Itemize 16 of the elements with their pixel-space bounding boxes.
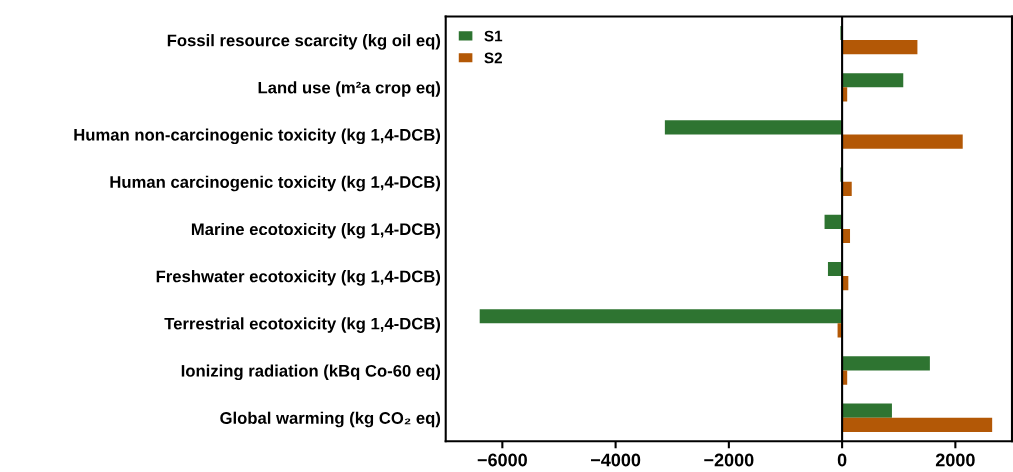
y-tick-label: Marine ecotoxicity (kg 1,4-DCB) [191,222,441,239]
y-tick-label: Freshwater ecotoxicity (kg 1,4-DCB) [156,270,441,286]
y-tick-label: Human carcinogenic toxicity (kg 1,4-DCB) [110,175,441,192]
legend-label: S1 [484,30,503,42]
y-tick-label: Human non-carcinogenic toxicity (kg 1,4-DCB) [74,128,441,145]
x-tick-label: −4000 [591,453,641,467]
y-tick-label: Land use (m²a crop eq) [258,81,441,97]
y-tick-label: Terrestrial ecotoxicity (kg 1,4-DCB) [164,317,441,333]
legend-label: S2 [484,52,502,64]
y-tick-label: Ionizing radiation (kBq Co-60 eq) [181,364,441,381]
x-tick-label: 2000 [935,453,975,467]
y-tick-label: Global warming (kg CO₂ eq) [220,411,441,428]
y-tick-label: Fossil resource scarcity (kg oil eq) [167,34,441,50]
x-tick-label: −6000 [477,453,527,467]
x-tick-label: −2000 [704,453,754,467]
x-tick-label: 0 [837,453,847,467]
